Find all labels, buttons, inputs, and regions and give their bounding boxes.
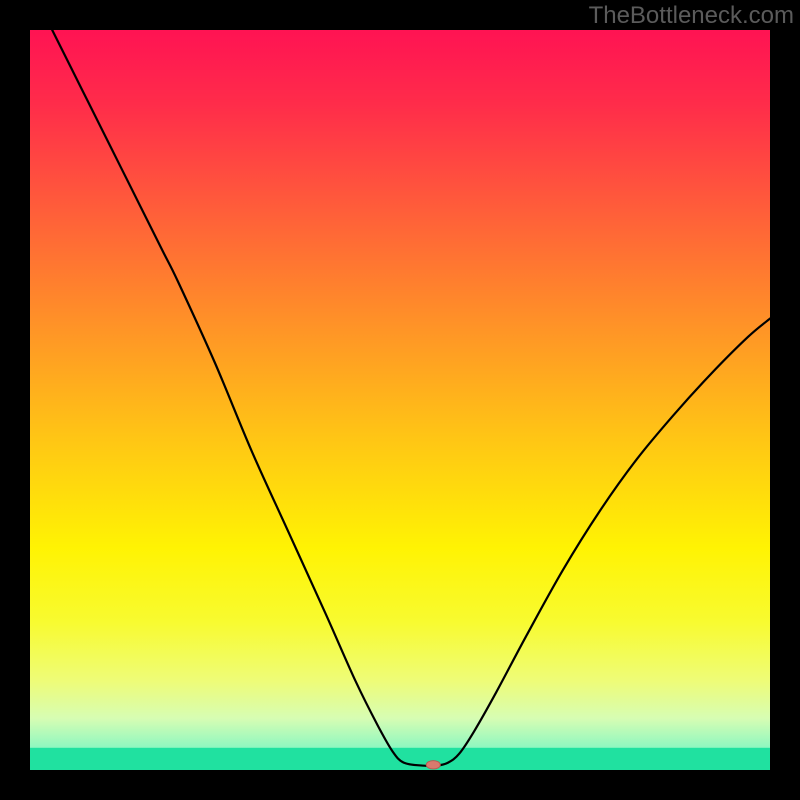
- optimum-marker: [426, 761, 440, 769]
- watermark-text: TheBottleneck.com: [589, 2, 794, 30]
- plot-area: [30, 30, 770, 770]
- plot-background-gradient: [30, 30, 770, 770]
- chart-stage: TheBottleneck.com: [0, 0, 800, 800]
- plot-green-band: [30, 748, 770, 770]
- bottleneck-chart: [0, 0, 800, 800]
